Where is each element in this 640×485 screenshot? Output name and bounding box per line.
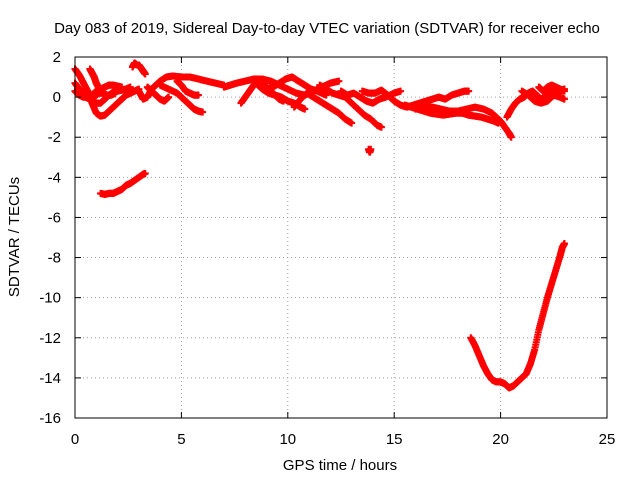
x-tick-label: 20 xyxy=(492,431,509,448)
series-track-10 xyxy=(156,81,207,116)
data-point xyxy=(194,91,202,99)
data-point xyxy=(465,87,473,95)
data-point xyxy=(126,83,134,91)
y-tick-label: -10 xyxy=(39,290,61,307)
series-track-16 xyxy=(290,89,356,127)
data-point xyxy=(301,105,309,113)
data-point xyxy=(507,133,515,141)
series-track-20 xyxy=(365,145,375,156)
series-track-14 xyxy=(252,79,309,113)
y-tick-label: -4 xyxy=(48,169,61,186)
series-track-23 xyxy=(467,240,568,392)
series-track-07 xyxy=(128,59,149,78)
series-track-01 xyxy=(71,65,143,120)
x-tick-label: 0 xyxy=(71,431,79,448)
series-track-11 xyxy=(173,77,202,99)
data-point xyxy=(560,87,568,95)
y-axis-label: SDTVAR / TECUs xyxy=(6,177,23,297)
series-track-15 xyxy=(263,73,330,99)
series-track-06 xyxy=(97,169,149,198)
data-point xyxy=(141,70,149,78)
x-tick-label: 15 xyxy=(386,431,403,448)
series-track-18 xyxy=(337,87,405,107)
y-tick-label: -6 xyxy=(48,209,61,226)
points-layer xyxy=(71,59,568,392)
data-point xyxy=(199,108,207,116)
y-tick-label: 2 xyxy=(53,49,61,66)
series-track-04 xyxy=(82,89,119,103)
x-tick-label: 25 xyxy=(599,431,616,448)
series-track-17 xyxy=(316,81,385,131)
series-track-21 xyxy=(401,101,502,127)
series-track-05 xyxy=(86,65,105,93)
data-point xyxy=(97,85,105,93)
chart-title: Day 083 of 2019, Sidereal Day-to-day VTE… xyxy=(54,20,600,37)
data-point xyxy=(560,95,568,103)
y-tick-label: -12 xyxy=(39,330,61,347)
plot-frame xyxy=(74,56,608,419)
data-point xyxy=(397,87,405,95)
y-tick-label: -2 xyxy=(48,129,61,146)
data-point xyxy=(560,240,568,248)
data-point xyxy=(377,123,385,131)
data-point xyxy=(335,77,343,85)
x-tick-label: 5 xyxy=(177,431,185,448)
series-track-25 xyxy=(518,87,568,107)
x-axis-label: GPS time / hours xyxy=(283,457,397,474)
y-tick-label: 0 xyxy=(53,89,61,106)
data-point xyxy=(111,89,119,97)
series-track-26 xyxy=(535,81,568,95)
y-tick-label: -16 xyxy=(39,410,61,427)
y-tick-label: -8 xyxy=(48,250,61,267)
series-track-08 xyxy=(135,72,228,103)
data-point xyxy=(348,119,356,127)
y-tick-label: -14 xyxy=(39,370,61,387)
data-point xyxy=(141,169,149,177)
series-track-09 xyxy=(143,83,173,105)
x-tick-label: 10 xyxy=(279,431,296,448)
data-point xyxy=(367,145,375,153)
tick-layer xyxy=(74,56,608,419)
data-point xyxy=(118,83,126,91)
data-point xyxy=(165,93,173,101)
series-track-22 xyxy=(411,103,515,141)
